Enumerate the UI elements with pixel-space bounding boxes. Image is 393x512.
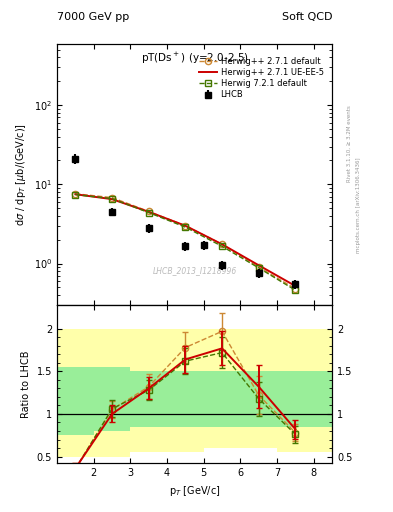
Herwig++ 2.7.1 UE-EE-5 (110, 196, 114, 202)
Legend: Herwig++ 2.7.1 default, Herwig++ 2.7.1 UE-EE-5, Herwig 7.2.1 default, LHCB: Herwig++ 2.7.1 default, Herwig++ 2.7.1 U… (197, 55, 325, 101)
Herwig++ 2.7.1 default (256, 264, 261, 270)
Herwig++ 2.7.1 UE-EE-5 (256, 262, 261, 268)
Herwig 7.2.1 default (146, 209, 151, 216)
Line: Herwig++ 2.7.1 UE-EE-5: Herwig++ 2.7.1 UE-EE-5 (75, 194, 296, 286)
Herwig 7.2.1 default (256, 265, 261, 271)
Herwig 7.2.1 default (293, 287, 298, 293)
Text: pT(Ds$^+$) (y=2.0-2.5): pT(Ds$^+$) (y=2.0-2.5) (141, 51, 248, 67)
Text: Soft QCD: Soft QCD (282, 12, 332, 22)
Herwig++ 2.7.1 UE-EE-5 (146, 209, 151, 215)
Herwig++ 2.7.1 default (293, 286, 298, 292)
Herwig++ 2.7.1 default (146, 208, 151, 215)
Herwig++ 2.7.1 UE-EE-5 (293, 283, 298, 289)
Text: 7000 GeV pp: 7000 GeV pp (57, 12, 129, 22)
Herwig++ 2.7.1 UE-EE-5 (73, 191, 78, 197)
Herwig 7.2.1 default (73, 191, 78, 198)
Y-axis label: d$\sigma$ / dp$_T$ [$\mu$b/(GeV/c)]: d$\sigma$ / dp$_T$ [$\mu$b/(GeV/c)] (14, 123, 28, 226)
Herwig++ 2.7.1 default (73, 190, 78, 197)
Herwig++ 2.7.1 default (220, 241, 224, 247)
Herwig++ 2.7.1 UE-EE-5 (220, 241, 224, 247)
Line: Herwig++ 2.7.1 default: Herwig++ 2.7.1 default (72, 190, 299, 292)
Herwig 7.2.1 default (110, 196, 114, 202)
Herwig 7.2.1 default (220, 243, 224, 249)
Text: mcplots.cern.ch [arXiv:1306.3436]: mcplots.cern.ch [arXiv:1306.3436] (356, 157, 361, 252)
Herwig++ 2.7.1 default (183, 223, 188, 229)
Herwig 7.2.1 default (183, 224, 188, 230)
Text: LHCB_2013_I1218996: LHCB_2013_I1218996 (152, 266, 237, 275)
Herwig++ 2.7.1 default (110, 195, 114, 201)
Y-axis label: Ratio to LHCB: Ratio to LHCB (21, 350, 31, 418)
Herwig++ 2.7.1 UE-EE-5 (183, 223, 188, 229)
X-axis label: p$_T$ [GeV/c]: p$_T$ [GeV/c] (169, 484, 220, 498)
Line: Herwig 7.2.1 default: Herwig 7.2.1 default (72, 191, 299, 293)
Text: Rivet 3.1.10, ≥ 3.2M events: Rivet 3.1.10, ≥ 3.2M events (347, 105, 352, 182)
